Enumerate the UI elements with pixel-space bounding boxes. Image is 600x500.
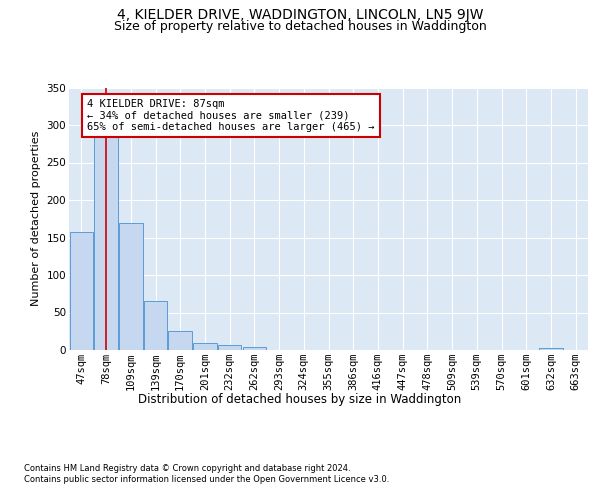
Bar xyxy=(169,330,192,350)
Text: 4 KIELDER DRIVE: 87sqm
← 34% of detached houses are smaller (239)
65% of semi-de: 4 KIELDER DRIVE: 87sqm ← 34% of detached… xyxy=(87,99,374,132)
Bar xyxy=(193,343,217,350)
Bar xyxy=(94,134,118,350)
Text: Contains public sector information licensed under the Open Government Licence v3: Contains public sector information licen… xyxy=(24,475,389,484)
Text: Contains HM Land Registry data © Crown copyright and database right 2024.: Contains HM Land Registry data © Crown c… xyxy=(24,464,350,473)
Bar xyxy=(70,232,93,350)
Bar xyxy=(144,301,167,350)
Text: Size of property relative to detached houses in Waddington: Size of property relative to detached ho… xyxy=(113,20,487,33)
Bar xyxy=(119,222,143,350)
Bar xyxy=(242,347,266,350)
Text: Distribution of detached houses by size in Waddington: Distribution of detached houses by size … xyxy=(139,392,461,406)
Text: 4, KIELDER DRIVE, WADDINGTON, LINCOLN, LN5 9JW: 4, KIELDER DRIVE, WADDINGTON, LINCOLN, L… xyxy=(117,8,483,22)
Bar xyxy=(218,345,241,350)
Y-axis label: Number of detached properties: Number of detached properties xyxy=(31,131,41,306)
Bar xyxy=(539,348,563,350)
